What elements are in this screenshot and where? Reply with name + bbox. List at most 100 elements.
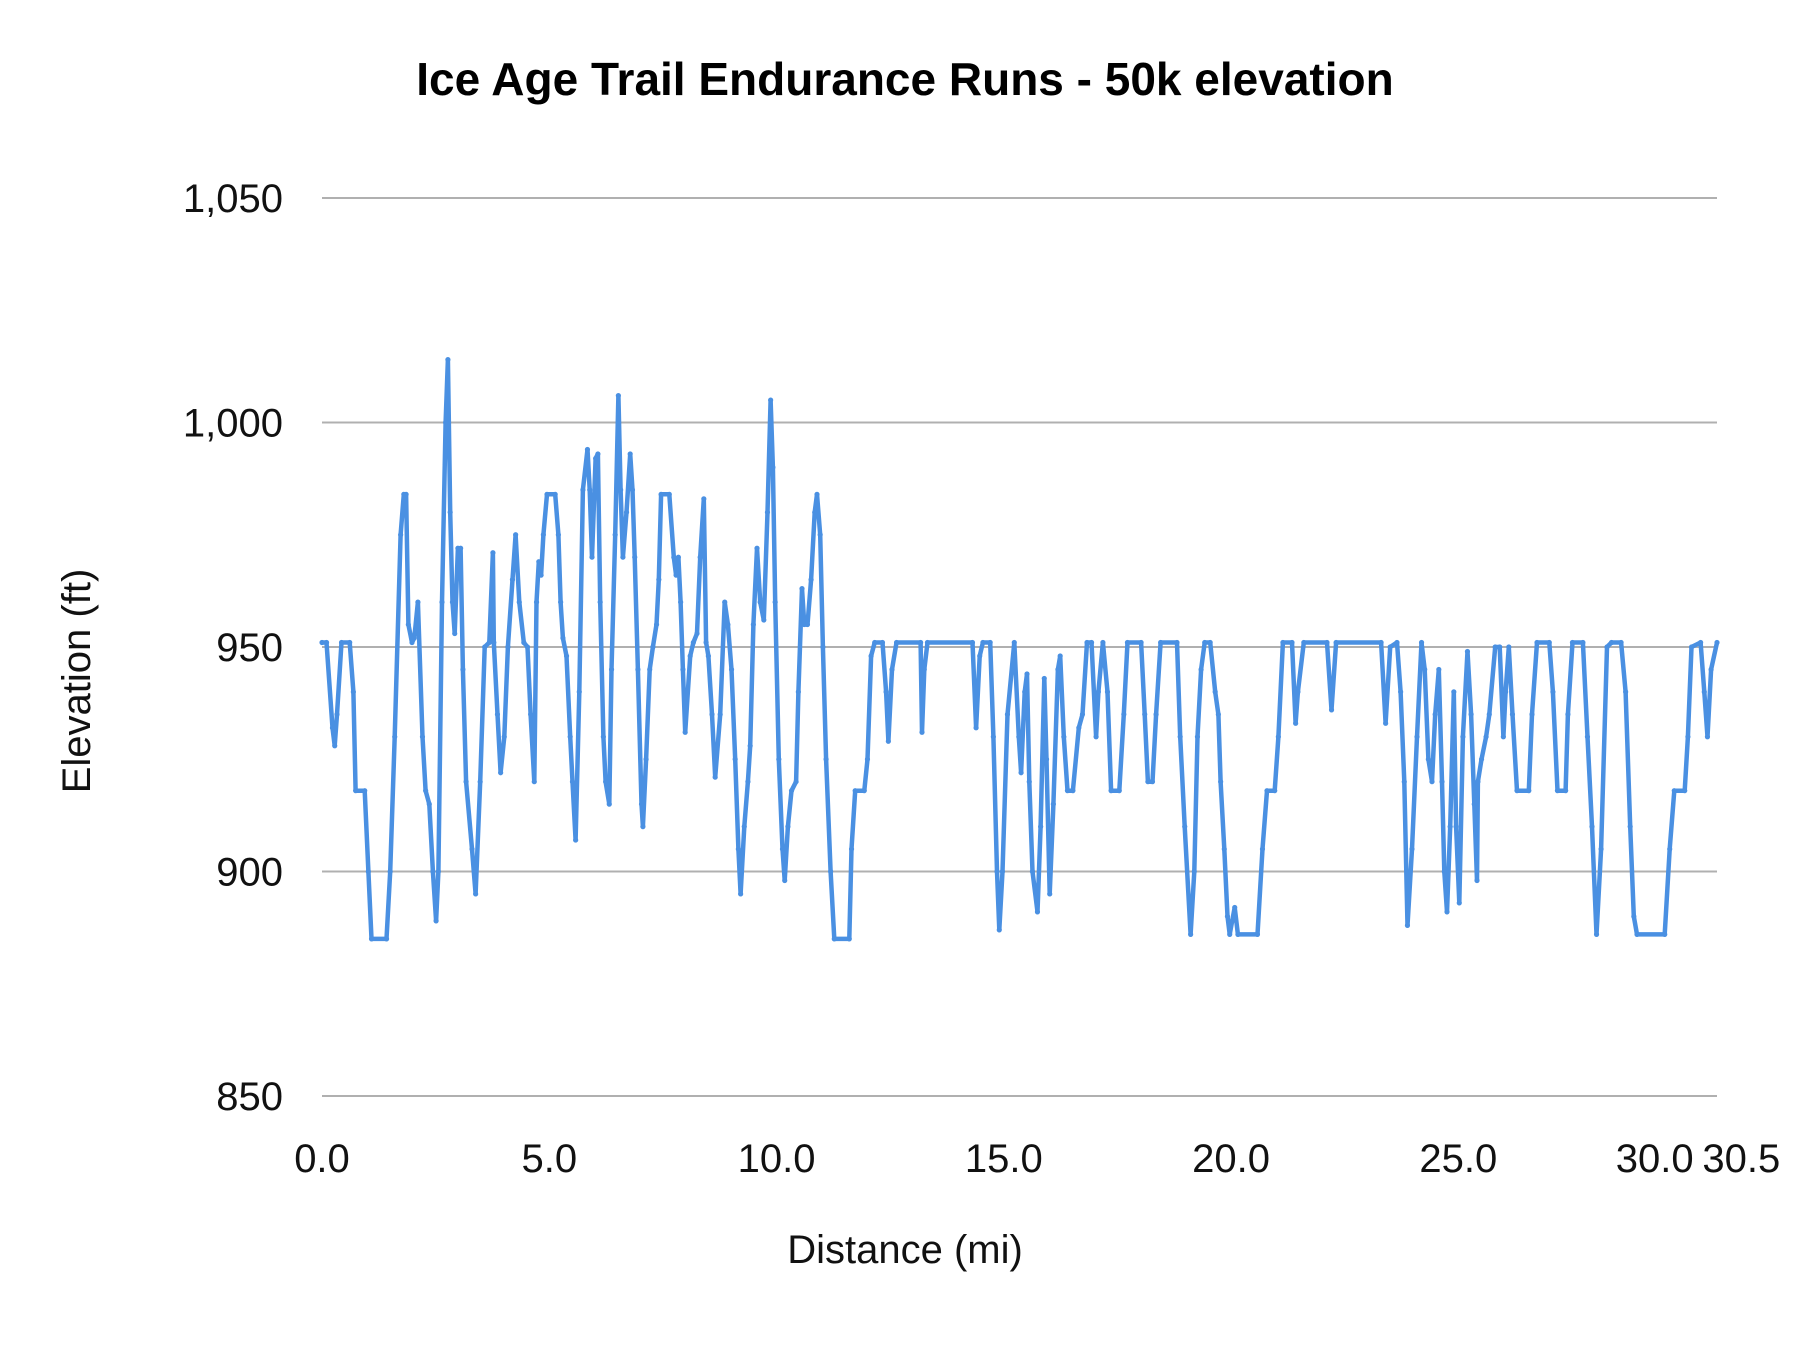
data-point <box>980 639 986 646</box>
data-point <box>671 554 677 560</box>
data-point <box>482 644 488 650</box>
data-point <box>1145 779 1151 785</box>
x-tick-label: 5.0 <box>521 1137 577 1181</box>
data-point <box>1563 788 1569 794</box>
data-point <box>1378 639 1384 646</box>
data-point <box>893 639 900 646</box>
data-point <box>682 729 688 735</box>
data-point <box>1047 891 1053 897</box>
data-point <box>658 491 664 497</box>
data-point <box>423 788 429 794</box>
data-point <box>1409 846 1415 852</box>
data-point <box>741 824 747 830</box>
data-point <box>785 824 791 830</box>
data-point <box>1293 720 1299 726</box>
x-tick-label: 20.0 <box>1192 1137 1270 1181</box>
data-point <box>722 599 728 605</box>
data-point <box>521 639 527 646</box>
data-point <box>1623 689 1629 695</box>
data-point <box>879 639 886 646</box>
data-point <box>460 666 466 673</box>
data-point <box>973 725 979 731</box>
data-point <box>1022 689 1028 695</box>
data-point <box>828 868 834 875</box>
data-point <box>1079 711 1086 717</box>
data-point <box>1589 824 1595 830</box>
data-point <box>999 868 1006 875</box>
data-point <box>1289 639 1295 646</box>
data-point <box>738 891 744 897</box>
y-tick-label: 900 <box>216 851 283 895</box>
data-point <box>1688 644 1695 650</box>
data-point <box>864 756 871 762</box>
data-point <box>761 617 767 623</box>
data-point <box>1212 689 1218 695</box>
data-point <box>1634 931 1640 937</box>
data-point <box>1425 756 1431 762</box>
data-point <box>612 532 618 538</box>
data-point <box>1671 788 1677 794</box>
data-point <box>445 357 451 363</box>
data-point <box>1088 639 1095 646</box>
data-point <box>924 639 931 646</box>
data-point <box>1492 644 1498 650</box>
data-point <box>1333 639 1339 646</box>
x-axis-label: Distance (mi) <box>787 1228 1023 1272</box>
data-point <box>323 639 330 646</box>
data-point <box>606 801 612 807</box>
data-point <box>1414 734 1420 740</box>
data-point <box>603 779 609 785</box>
data-point <box>990 734 996 740</box>
data-point <box>398 532 404 538</box>
chart-title: Ice Age Trail Endurance Runs - 50k eleva… <box>416 53 1393 105</box>
data-point <box>1451 689 1457 695</box>
data-point <box>831 936 837 942</box>
data-point <box>552 491 558 497</box>
data-point <box>490 550 496 556</box>
data-point <box>712 774 718 780</box>
data-point <box>1447 824 1453 830</box>
data-point <box>580 487 586 493</box>
data-point <box>1404 922 1411 928</box>
data-point <box>750 621 756 628</box>
data-point <box>415 599 421 605</box>
data-point <box>623 509 630 515</box>
data-point <box>1026 779 1032 785</box>
data-point <box>754 545 760 551</box>
data-point <box>627 451 633 457</box>
data-point <box>1698 639 1704 646</box>
data-point <box>538 572 544 578</box>
data-point <box>447 509 453 515</box>
data-point <box>1050 801 1056 807</box>
data-point <box>1064 788 1071 794</box>
data-point <box>823 756 829 762</box>
data-point <box>494 711 501 717</box>
data-point <box>329 725 336 731</box>
data-point <box>589 554 595 560</box>
data-point <box>365 868 371 875</box>
data-point <box>573 837 579 843</box>
data-point <box>1418 639 1425 646</box>
data-point <box>531 779 537 785</box>
data-point <box>735 846 741 852</box>
data-point <box>426 801 432 807</box>
data-point <box>368 936 375 942</box>
data-point <box>770 464 776 470</box>
data-point <box>1138 639 1144 646</box>
data-point <box>1534 639 1540 646</box>
data-point <box>1076 725 1082 731</box>
data-point <box>403 491 409 497</box>
data-point <box>392 734 398 740</box>
data-point <box>1497 644 1503 650</box>
data-point <box>788 788 795 794</box>
data-point <box>1509 711 1516 717</box>
data-point <box>1569 639 1576 646</box>
data-point <box>1529 711 1535 717</box>
data-point <box>1667 846 1673 852</box>
data-point <box>994 868 1000 875</box>
data-point <box>1153 711 1159 717</box>
data-point <box>1478 756 1485 762</box>
data-point <box>469 846 475 852</box>
y-tick-label: 950 <box>216 626 283 670</box>
data-point <box>597 599 603 605</box>
